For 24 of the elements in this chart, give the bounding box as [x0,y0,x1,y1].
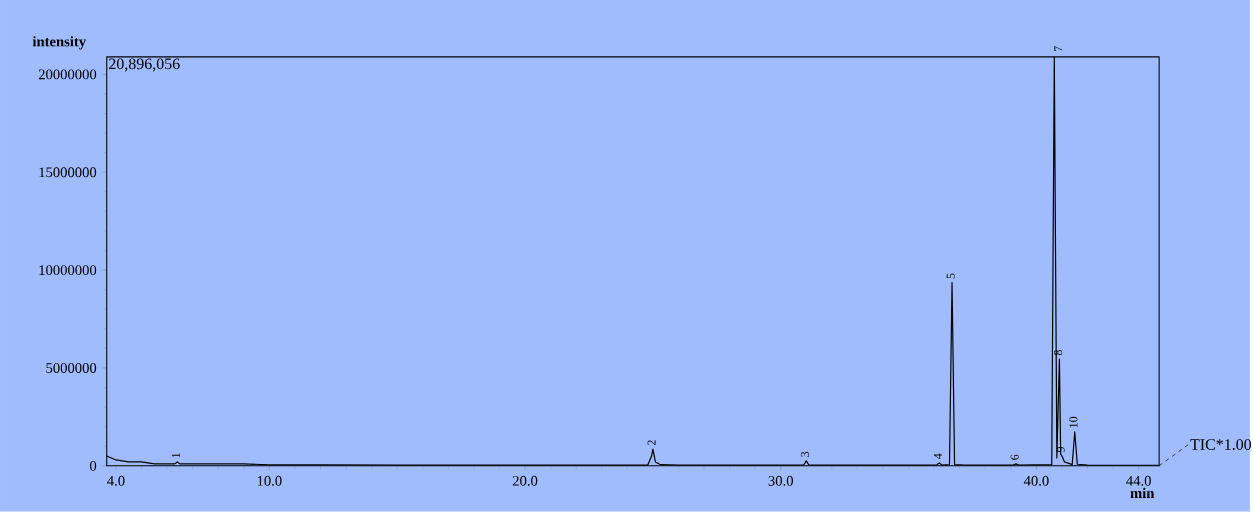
annotation: 6 [1010,454,1019,460]
y-axis-title: intensity [32,36,86,50]
annotation: TIC*1.00 [1190,439,1252,451]
x-tick-label: 20.0 [512,476,538,486]
y-tick-label: 10000000 [39,265,97,276]
y-tick-label: 15000000 [39,167,97,178]
annotation: 3 [800,451,809,457]
y-tick-label: 0 [89,461,97,471]
annotation: 1 [172,453,180,458]
y-tick-label: 5000000 [46,363,97,374]
x-tick-label: 10.0 [257,476,282,486]
x-tick-label: 30.0 [768,476,793,486]
x-axis-title: min [1130,487,1155,499]
annotation: 7 [1054,46,1063,52]
x-tick-label: 4.0 [107,476,125,486]
annotation: 2 [647,440,656,446]
x-tick-label: 44.0 [1126,476,1151,486]
annotation: 4 [933,453,942,460]
annotation: 10 [1069,417,1078,428]
annotation: 8 [1054,350,1063,356]
x-tick-label: 40.0 [1023,476,1049,486]
y-tick-label: 20000000 [38,69,97,80]
annotation: 5 [946,273,955,279]
annotation: 20,896,056 [109,58,180,72]
